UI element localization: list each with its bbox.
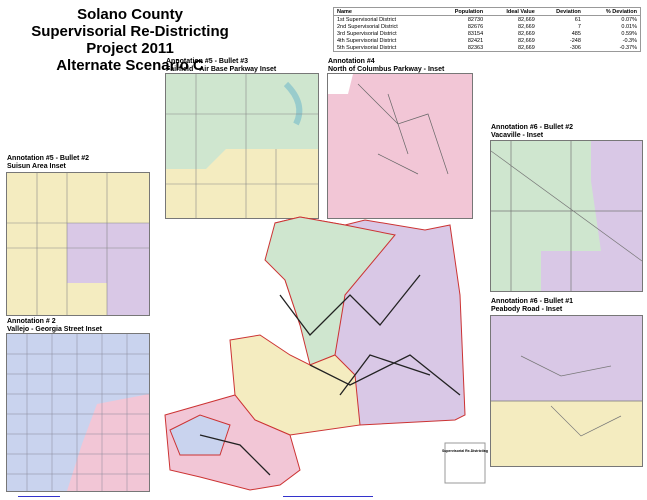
annotation: Annotation # 2 [7,318,56,325]
table-cell: -248 [569,37,581,44]
annotation: Annotation #6 - Bullet #1 [491,298,574,305]
table-cell: 61 [574,16,581,23]
table-cell: 82,669 [517,44,535,51]
inset-name: Fairfield - Air Base Parkway Inset [166,66,277,73]
table-cell: -0.3% [622,37,637,44]
table-cell: -306 [569,44,581,51]
inset-label: Annotation #6 - Bullet #1 Peabody Road - … [491,298,573,314]
title-line: Solano County [77,6,183,23]
inset-name: Peabody Road - Inset [491,306,563,313]
inset-svg [328,74,472,218]
annotation: Annotation #5 - Bullet #2 [7,155,90,162]
inset-name: North of Columbus Parkway - Inset [328,66,445,73]
link[interactable] [18,496,60,497]
table-cell: -0.37% [619,44,637,51]
table-cell: 3rd Supervisorial District [337,30,397,37]
inset-name: Vacaville - Inset [491,132,544,139]
annotation: Annotation #4 [328,58,375,65]
legend-box [444,442,486,484]
inset-svg [7,173,149,315]
table-cell: 82730 [467,16,484,23]
inset-svg [491,141,642,291]
table-cell: 82676 [467,23,484,30]
column-header: Name [333,7,435,16]
table-row: 1st Supervisorial District 82730 82,669 61 0… [334,16,641,24]
table-cell: 5th Supervisorial District [337,44,397,51]
inset-map [490,140,643,292]
deviation-table: Name Population Ideal Value Deviation% Devi… [333,7,641,52]
annotation: Annotation #6 - Bullet #2 [491,124,574,131]
inset-label: Annotation #5 - Bullet #2 Suisun Area Ins… [7,155,89,171]
inset-map [6,172,150,316]
table-cell: 485 [571,30,581,37]
column-header: Population [434,7,487,16]
legend-title: Supervisorial Re-Districting [442,449,488,453]
inset-map [327,73,473,219]
table-cell: 82,669 [517,30,535,37]
inset-label: Annotation #6 - Bullet #2 Vacaville - Ins… [491,124,573,140]
table-cell: 0.01% [621,23,637,30]
table-row: 2nd Supervisorial District 82676 82,669 7 0.… [334,23,641,30]
table-cell: 82363 [467,44,484,51]
inset-name: Vallejo - Georgia Street Inset [7,326,102,333]
inset-map [490,315,643,467]
column-header: Ideal Value [486,7,538,16]
county-map: Supervisorial Re-Districting [164,216,488,491]
table-cell: 1st Supervisorial District [337,16,396,23]
table-cell: 82421 [467,37,484,44]
table-cell: 2nd Supervisorial District [337,23,398,30]
column-header: Deviation [537,7,584,16]
table-row: 5th Supervisorial District 82363 82,669 -30… [334,44,641,52]
inset-map [6,333,150,492]
inset-label: Annotation #5 - Bullet #3 Fairfield - Air… [166,58,276,74]
table-cell: 82,669 [517,16,535,23]
table-row: 3rd Supervisorial District 83154 82,669 485… [334,30,641,37]
title-line: Supervisorial Re-Districting Project 201… [31,23,229,57]
table-cell: 83154 [467,30,484,37]
table-cell: 0.59% [621,30,637,37]
table-cell: 7 [577,23,581,30]
annotation: Annotation #5 - Bullet #3 [166,58,249,65]
title: Solano County Supervisorial Re-Districti… [10,6,250,74]
inset-name: Suisun Area Inset [7,163,66,170]
inset-label: Annotation # 2 Vallejo - Georgia Street I… [7,318,102,334]
table-cell: 0.07% [621,16,637,23]
table-cell: 82,669 [517,37,535,44]
table-cell: 82,669 [517,23,535,30]
title-line: Alternate Scenario C [56,57,204,74]
column-header: % Deviation [583,7,641,16]
inset-svg [7,334,149,491]
inset-map [165,73,319,219]
link[interactable] [283,496,373,497]
inset-svg [166,74,318,218]
inset-label: Annotation #4 North of Columbus Parkway -… [328,58,444,74]
table-cell: 4th Supervisorial District [337,37,397,44]
table-row: 4th Supervisorial District 82421 82,669 -24… [334,37,641,44]
inset-svg [491,316,642,466]
